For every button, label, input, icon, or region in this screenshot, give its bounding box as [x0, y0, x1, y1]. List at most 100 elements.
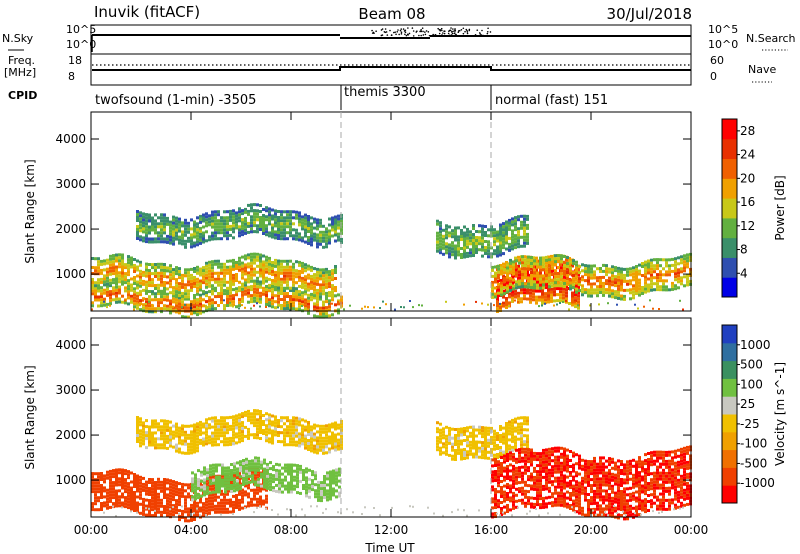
echo-cell [208, 493, 211, 497]
echo-cell [310, 428, 313, 432]
echo-cell [535, 301, 538, 305]
echo-cell [160, 504, 163, 508]
echo-cell [241, 218, 244, 222]
echo-cell [322, 289, 325, 293]
echo-cell [307, 442, 310, 445]
echo-cell [229, 209, 232, 213]
echo-cell [538, 283, 541, 287]
echo-cell [316, 236, 319, 240]
echo-cell [614, 296, 617, 300]
echo-cell [644, 284, 647, 288]
echo-cell [205, 479, 208, 483]
echo-cell [301, 215, 304, 219]
echo-cell [520, 214, 523, 218]
echo-cell [154, 310, 157, 314]
echo-cell [632, 266, 635, 270]
echo-cell [244, 292, 247, 296]
echo-cell [148, 272, 151, 275]
echo-cell [337, 238, 340, 242]
echo-cell [550, 293, 553, 297]
scatter-dot [133, 308, 135, 311]
echo-cell [559, 266, 562, 270]
echo-cell [472, 227, 475, 230]
echo-cell [136, 431, 139, 434]
echo-cell [469, 449, 472, 453]
echo-cell [139, 281, 142, 285]
echo-cell [517, 276, 520, 280]
echo-cell [478, 446, 481, 450]
echo-cell [313, 291, 316, 295]
echo-cell [115, 480, 118, 484]
echo-cell [334, 439, 337, 443]
echo-cell [496, 298, 499, 301]
echo-cell [196, 443, 199, 447]
echo-cell [502, 432, 505, 436]
echo-cell [215, 466, 218, 470]
echo-cell [97, 472, 100, 476]
echo-cell [547, 294, 550, 298]
echo-cell [109, 293, 112, 297]
echo-cell [280, 307, 283, 310]
echo-cell [310, 231, 313, 235]
echo-cell [332, 481, 335, 485]
echo-cell [253, 299, 256, 303]
echo-cell [115, 274, 118, 278]
echo-cell [274, 215, 277, 219]
echo-cell [145, 498, 148, 502]
echo-cell [551, 278, 554, 282]
echo-cell [286, 286, 289, 290]
echo-cell [523, 422, 526, 426]
echo-cell [103, 486, 106, 490]
echo-cell [205, 427, 208, 431]
echo-cell [232, 267, 235, 271]
echo-cell [178, 217, 181, 221]
echo-cell [680, 279, 683, 283]
echo-cell [226, 234, 229, 238]
echo-cell [632, 275, 635, 279]
echo-cell [244, 413, 247, 417]
echo-cell [508, 438, 511, 442]
echo-cell [310, 234, 313, 238]
echo-cell [226, 216, 229, 220]
echo-cell [439, 236, 442, 240]
echo-cell [251, 459, 254, 463]
echo-cell [236, 479, 239, 483]
echo-cell [635, 268, 638, 271]
echo-cell [109, 493, 112, 497]
echo-cell [313, 296, 316, 300]
echo-cell [151, 292, 154, 296]
echo-cell [593, 288, 596, 292]
echo-cell [457, 427, 460, 431]
echo-cell [290, 487, 293, 491]
echo-cell [184, 519, 187, 523]
echo-cell [527, 255, 530, 259]
echo-cell [439, 245, 442, 249]
echo-cell [136, 474, 139, 478]
echo-cell [227, 478, 230, 482]
nsearch-point [384, 28, 387, 30]
echo-cell [323, 481, 326, 484]
echo-cell [124, 484, 127, 488]
echo-cell [340, 443, 343, 447]
echo-cell [290, 469, 293, 473]
echo-cell [271, 217, 274, 221]
scatter-dot [238, 307, 240, 310]
echo-cell [331, 440, 334, 444]
echo-cell [262, 266, 265, 270]
echo-cell [497, 466, 500, 470]
echo-cell [238, 262, 241, 266]
echo-cell [508, 218, 511, 222]
echo-cell [94, 484, 97, 488]
echo-cell [262, 281, 265, 285]
echo-cell [241, 284, 244, 288]
echo-cell [283, 301, 286, 305]
echo-cell [484, 234, 487, 237]
echo-cell [250, 421, 253, 425]
echo-cell [163, 490, 166, 493]
echo-cell [653, 276, 656, 280]
echo-cell [160, 292, 163, 296]
echo-cell [142, 497, 145, 501]
scatter-dot [289, 308, 291, 311]
echo-cell [328, 285, 331, 289]
echo-cell [124, 289, 127, 293]
